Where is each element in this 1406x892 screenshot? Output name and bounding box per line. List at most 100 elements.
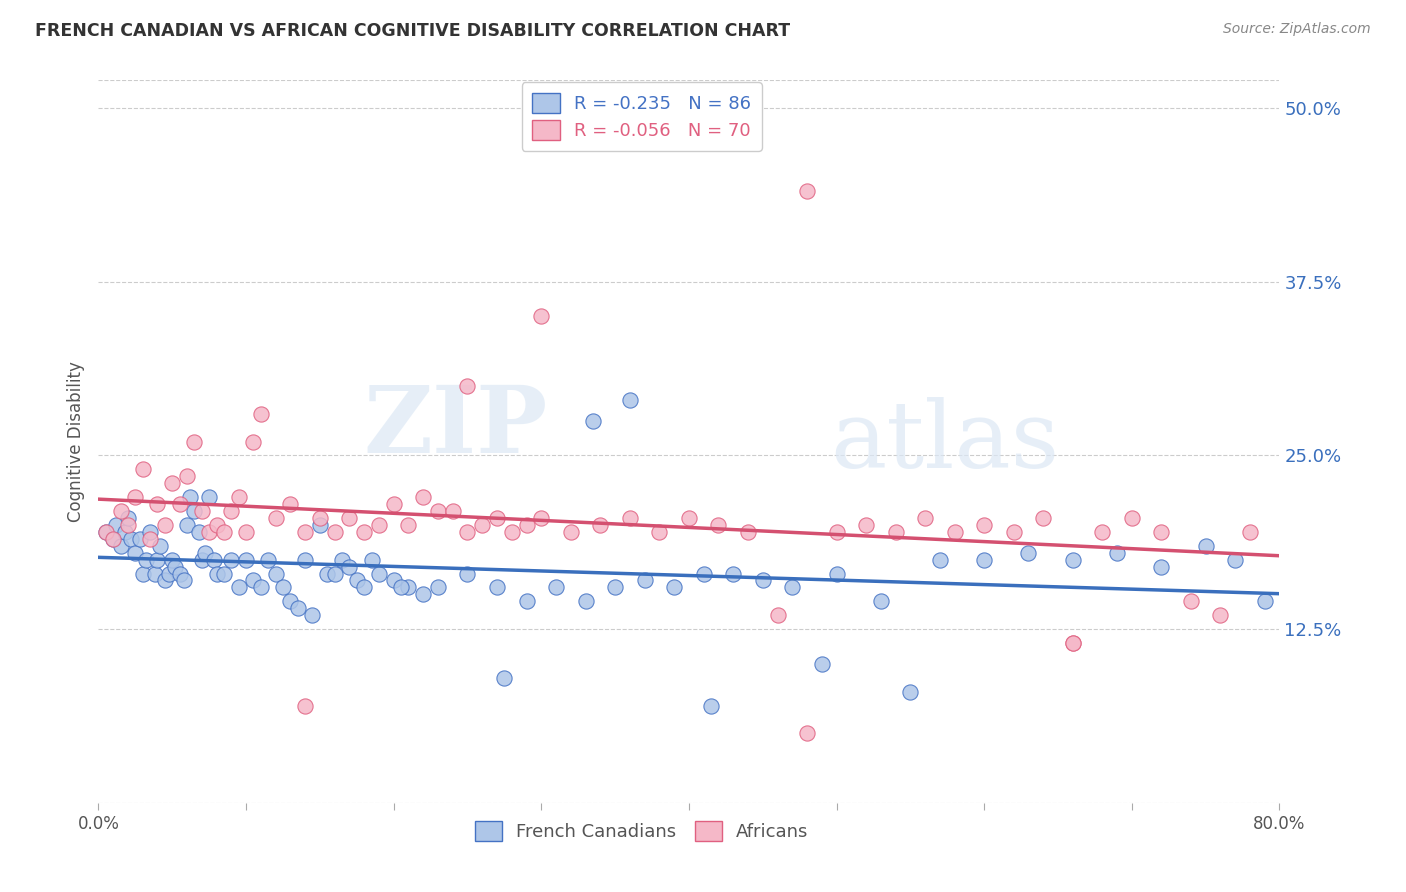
Point <box>575 594 598 608</box>
Point <box>382 574 405 588</box>
Point <box>700 698 723 713</box>
Point <box>560 524 582 539</box>
Y-axis label: Cognitive Disability: Cognitive Disability <box>66 361 84 522</box>
Point <box>294 524 316 539</box>
Point <box>124 490 146 504</box>
Point <box>973 517 995 532</box>
Point <box>146 497 169 511</box>
Point <box>353 524 375 539</box>
Point <box>117 517 139 532</box>
Point <box>212 566 235 581</box>
Point <box>678 511 700 525</box>
Point <box>1062 636 1084 650</box>
Point <box>929 552 952 566</box>
Point <box>1180 594 1202 608</box>
Point <box>301 608 323 623</box>
Point <box>412 490 434 504</box>
Point <box>825 566 848 581</box>
Point <box>191 504 214 518</box>
Point <box>693 566 716 581</box>
Point <box>648 524 671 539</box>
Point <box>143 566 166 581</box>
Point <box>235 524 257 539</box>
Point <box>825 524 848 539</box>
Point <box>316 566 339 581</box>
Point <box>250 581 273 595</box>
Text: ZIP: ZIP <box>363 382 547 472</box>
Point <box>221 552 243 566</box>
Point <box>94 524 117 539</box>
Point <box>796 726 818 740</box>
Point <box>516 517 538 532</box>
Legend: French Canadians, Africans: French Canadians, Africans <box>468 814 815 848</box>
Point <box>346 574 368 588</box>
Point <box>664 581 686 595</box>
Point <box>1062 552 1084 566</box>
Point <box>516 594 538 608</box>
Point <box>634 574 657 588</box>
Point <box>582 414 605 428</box>
Point <box>353 581 375 595</box>
Point <box>796 185 818 199</box>
Point <box>1209 608 1232 623</box>
Point <box>294 552 316 566</box>
Point <box>737 524 759 539</box>
Point <box>191 552 214 566</box>
Point <box>782 581 804 595</box>
Point <box>855 517 877 532</box>
Point <box>530 310 553 324</box>
Point <box>486 511 509 525</box>
Point <box>330 552 353 566</box>
Point <box>1225 552 1247 566</box>
Point <box>530 511 553 525</box>
Point <box>120 532 142 546</box>
Point <box>176 469 198 483</box>
Point <box>94 524 117 539</box>
Point <box>280 497 302 511</box>
Point <box>323 524 346 539</box>
Point <box>280 594 302 608</box>
Point <box>398 581 420 595</box>
Point <box>114 524 136 539</box>
Point <box>1239 524 1261 539</box>
Point <box>1121 511 1143 525</box>
Point <box>501 524 523 539</box>
Point <box>257 552 280 566</box>
Point <box>1195 539 1218 553</box>
Point <box>110 539 132 553</box>
Point <box>153 574 176 588</box>
Point <box>471 517 494 532</box>
Point <box>323 566 346 581</box>
Point <box>441 504 464 518</box>
Point <box>707 517 730 532</box>
Point <box>339 559 361 574</box>
Text: FRENCH CANADIAN VS AFRICAN COGNITIVE DISABILITY CORRELATION CHART: FRENCH CANADIAN VS AFRICAN COGNITIVE DIS… <box>35 22 790 40</box>
Point <box>205 517 228 532</box>
Point <box>242 434 264 449</box>
Point <box>202 552 225 566</box>
Point <box>194 546 217 560</box>
Point <box>132 462 155 476</box>
Point <box>103 532 125 546</box>
Point <box>135 552 157 566</box>
Point <box>309 517 332 532</box>
Point <box>228 490 250 504</box>
Point <box>605 581 627 595</box>
Point <box>360 552 382 566</box>
Point <box>162 476 183 491</box>
Point <box>105 517 128 532</box>
Point <box>486 581 509 595</box>
Point <box>398 517 420 532</box>
Point <box>1032 511 1054 525</box>
Point <box>146 552 169 566</box>
Point <box>1018 546 1040 560</box>
Point <box>128 532 150 546</box>
Point <box>943 524 966 539</box>
Point <box>589 517 612 532</box>
Point <box>914 511 936 525</box>
Point <box>1107 546 1129 560</box>
Point <box>117 511 139 525</box>
Point <box>183 504 205 518</box>
Point <box>884 524 907 539</box>
Point <box>169 566 191 581</box>
